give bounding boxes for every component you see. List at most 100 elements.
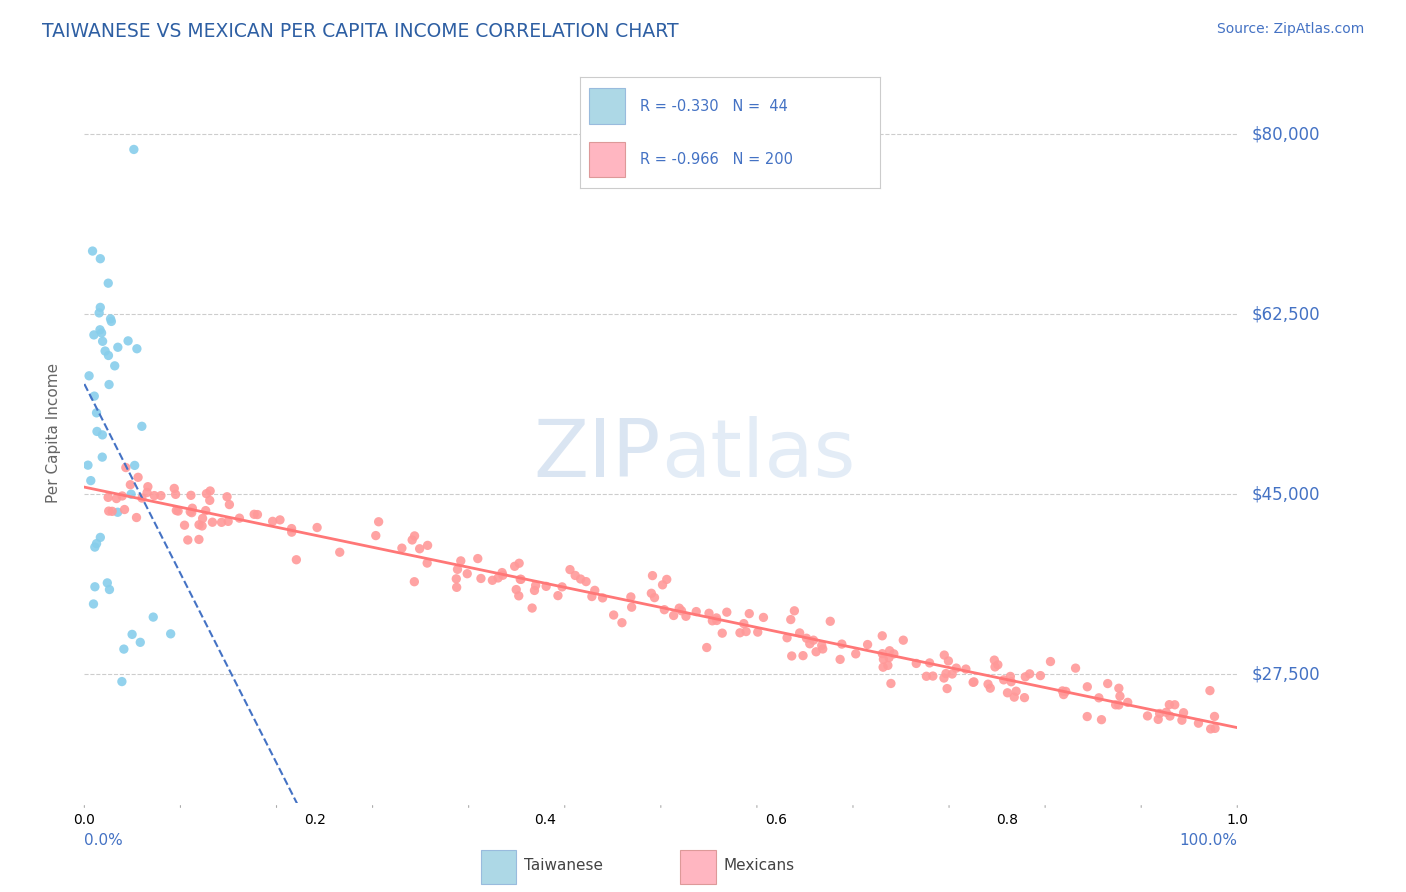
Point (551, 580, 574, 594)
Point (738, 607, 761, 621)
Point (191, 519, 214, 533)
Point (163, 482, 186, 496)
Point (217, 515, 239, 529)
Point (547, 589, 569, 603)
Point (891, 633, 914, 648)
Point (716, 605, 738, 619)
Point (510, 572, 533, 586)
Point (446, 562, 468, 576)
Point (180, 488, 202, 502)
Point (918, 656, 941, 670)
Point (977, 677, 1000, 691)
Point (651, 578, 673, 592)
Point (620, 600, 643, 615)
Point (77, 368, 100, 383)
Point (685, 605, 707, 619)
Point (997, 686, 1019, 700)
Point (581, 590, 603, 604)
Point (984, 660, 1007, 674)
Point (955, 662, 977, 676)
Point (136, 480, 159, 494)
Point (696, 640, 718, 655)
Point (467, 551, 489, 566)
Point (215, 490, 238, 504)
Point (1018, 666, 1040, 681)
Point (404, 574, 426, 589)
Point (1149, 706, 1171, 721)
Point (1000, 674, 1022, 689)
Point (879, 644, 901, 658)
Point (883, 647, 905, 661)
Point (127, 470, 149, 484)
Point (1136, 709, 1159, 723)
Point (803, 633, 825, 648)
Point (98, 377, 121, 392)
Point (1052, 684, 1074, 698)
Point (218, 498, 240, 512)
Point (706, 611, 728, 625)
Point (1108, 681, 1130, 696)
Point (810, 639, 832, 653)
Point (136, 485, 159, 500)
Point (408, 541, 430, 556)
Point (752, 610, 775, 624)
Point (1097, 676, 1119, 690)
Point (100, 311, 122, 326)
Point (83, 580, 105, 594)
Point (80, 474, 103, 488)
Point (783, 604, 806, 618)
Point (534, 579, 557, 593)
Point (1164, 698, 1187, 712)
Point (131, 419, 153, 434)
Point (201, 515, 224, 529)
Point (89, 530, 111, 544)
Point (165, 503, 187, 517)
Point (86, 536, 108, 550)
Point (993, 673, 1015, 687)
Point (583, 583, 606, 598)
Point (938, 654, 960, 668)
Point (120, 477, 142, 491)
Point (89, 252, 111, 266)
Point (1029, 668, 1052, 682)
Point (655, 573, 678, 587)
Point (1204, 709, 1226, 723)
Point (391, 541, 413, 556)
Point (915, 669, 938, 683)
Point (610, 615, 633, 630)
Point (446, 572, 468, 586)
Point (505, 582, 527, 597)
Point (83, 389, 105, 403)
Point (1054, 684, 1077, 698)
Point (492, 568, 515, 582)
Point (91, 334, 114, 349)
Point (1199, 683, 1222, 698)
Point (1147, 713, 1170, 727)
Point (789, 626, 811, 640)
Point (1204, 722, 1226, 736)
Point (107, 505, 129, 519)
Point (486, 571, 509, 585)
Text: TAIWANESE VS MEXICAN PER CAPITA INCOME CORRELATION CHART: TAIWANESE VS MEXICAN PER CAPITA INCOME C… (42, 22, 679, 41)
Point (117, 334, 139, 348)
Point (780, 648, 803, 663)
Point (662, 608, 685, 623)
Point (181, 501, 204, 516)
Point (987, 657, 1010, 672)
Point (90, 326, 112, 340)
Point (125, 510, 148, 524)
Text: 100.0%: 100.0% (1180, 833, 1237, 848)
Point (1014, 690, 1036, 705)
Point (94, 344, 117, 359)
Point (131, 491, 153, 505)
Point (97, 349, 120, 363)
Point (177, 533, 200, 547)
Point (509, 572, 531, 586)
Point (508, 556, 530, 570)
Point (149, 489, 172, 503)
Point (870, 629, 893, 643)
Point (1005, 684, 1028, 698)
Point (364, 528, 387, 542)
Point (711, 626, 734, 640)
Point (98, 582, 121, 597)
